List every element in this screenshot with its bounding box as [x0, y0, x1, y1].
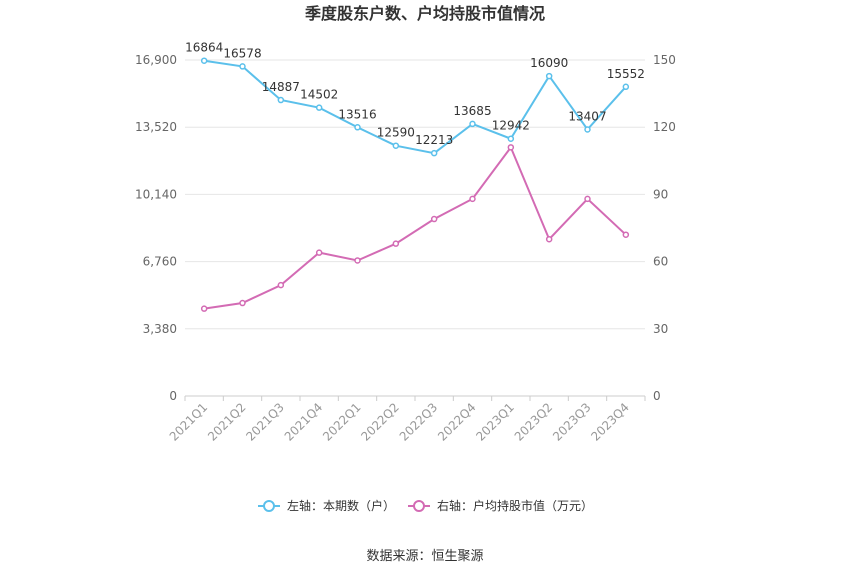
data-point[interactable]: [277, 281, 285, 289]
chart-title: 季度股东户数、户均持股市值情况: [304, 4, 545, 23]
data-point[interactable]: [315, 249, 323, 256]
legend-label: 左轴：本期数（户）: [287, 498, 395, 513]
data-label: 16090: [530, 56, 568, 70]
data-label: 16864: [185, 41, 223, 55]
x-tick-label: 2021Q3: [243, 400, 287, 444]
right-axis: 0 30 60 90 120 150: [653, 53, 676, 403]
data-point[interactable]: [430, 149, 438, 157]
right-tick-label: 30: [653, 322, 668, 336]
right-tick-label: 60: [653, 255, 668, 269]
data-point[interactable]: [239, 299, 246, 307]
data-point[interactable]: [545, 235, 553, 243]
left-tick-label: 13,520: [135, 120, 177, 134]
data-point[interactable]: [507, 135, 515, 142]
data-source: 数据来源：恒生聚源: [366, 549, 483, 564]
x-tick-label: 2022Q2: [358, 400, 402, 444]
legend-item-1[interactable]: 左轴：本期数（户）: [258, 498, 395, 513]
legend[interactable]: 左轴：本期数（户） 右轴：户均持股市值（万元）: [258, 498, 593, 513]
right-tick-label: 150: [653, 53, 676, 67]
data-label: 15552: [607, 67, 645, 81]
x-axis: 2021Q12021Q22021Q32021Q42022Q12022Q22022…: [167, 396, 646, 444]
x-tick-label: 2022Q4: [435, 400, 479, 444]
left-tick-label: 0: [169, 389, 177, 403]
x-tick-label: 2023Q3: [550, 400, 594, 444]
data-point[interactable]: [622, 231, 630, 238]
right-tick-label: 90: [653, 187, 668, 201]
legend-marker: [263, 500, 275, 512]
x-tick-label: 2021Q2: [205, 400, 249, 444]
series-line: [204, 145, 627, 310]
right-tick-label: 0: [653, 389, 661, 403]
legend-label: 右轴：户均持股市值（万元）: [437, 498, 593, 513]
data-point[interactable]: [392, 240, 400, 247]
data-point[interactable]: [430, 215, 438, 223]
data-point[interactable]: [392, 142, 400, 149]
data-point[interactable]: [622, 83, 630, 91]
data-label: 12942: [492, 119, 530, 133]
data-point[interactable]: [507, 144, 515, 151]
data-label: 13407: [568, 109, 606, 123]
right-tick-label: 120: [653, 120, 676, 134]
data-point[interactable]: [200, 57, 208, 64]
x-tick-label: 2022Q1: [320, 400, 364, 444]
x-tick-label: 2022Q3: [397, 400, 441, 444]
data-label: 14502: [300, 88, 338, 102]
data-point[interactable]: [354, 124, 361, 131]
left-tick-label: 16,900: [135, 53, 177, 67]
data-point[interactable]: [239, 63, 246, 70]
data-label: 16578: [223, 46, 261, 60]
series-2: [200, 144, 630, 312]
data-point[interactable]: [354, 257, 361, 264]
legend-marker: [413, 500, 425, 512]
x-tick-label: 2023Q1: [473, 400, 517, 444]
left-tick-label: 6,760: [143, 255, 177, 269]
data-point[interactable]: [315, 104, 323, 111]
data-point[interactable]: [277, 96, 285, 104]
data-point[interactable]: [584, 195, 591, 203]
data-label: 13516: [338, 107, 376, 121]
left-axis: 0 3,380 6,760 10,140 13,520 16,900: [135, 53, 177, 403]
x-tick-label: 2021Q1: [167, 400, 211, 444]
legend-item-2[interactable]: 右轴：户均持股市值（万元）: [408, 498, 593, 513]
x-tick-label: 2023Q2: [512, 400, 556, 444]
data-point[interactable]: [584, 126, 591, 133]
series-line: [204, 59, 627, 155]
left-tick-label: 10,140: [135, 187, 177, 201]
x-tick-label: 2021Q4: [282, 400, 326, 444]
left-tick-label: 3,380: [143, 322, 177, 336]
data-point[interactable]: [469, 195, 476, 203]
data-label: 13685: [453, 104, 491, 118]
data-point[interactable]: [469, 120, 476, 128]
data-label: 14887: [262, 80, 300, 94]
data-point[interactable]: [545, 72, 553, 80]
data-label: 12590: [377, 126, 415, 140]
x-tick-label: 2023Q4: [588, 400, 632, 444]
data-label: 12213: [415, 133, 453, 147]
data-point[interactable]: [200, 305, 208, 312]
